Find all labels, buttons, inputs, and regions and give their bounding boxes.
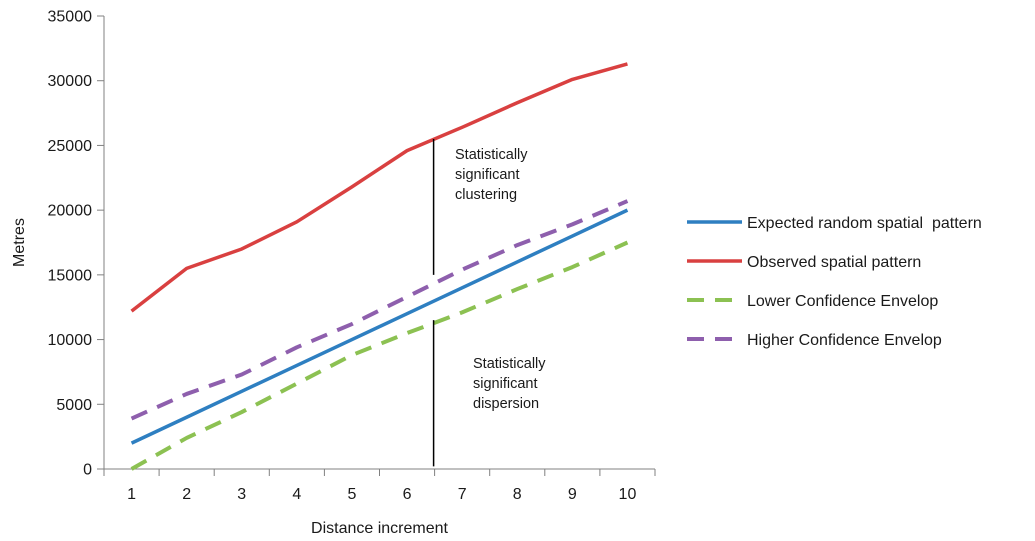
- x-tick-label: 3: [237, 486, 246, 503]
- legend-label-1: Observed spatial pattern: [747, 254, 921, 271]
- x-axis-title: Distance increment: [311, 520, 449, 537]
- annotation-dispersion-text: significant: [473, 376, 537, 392]
- x-tick-label: 7: [458, 486, 467, 503]
- series-layer: [130, 62, 629, 471]
- y-tick-label: 20000: [48, 203, 93, 220]
- x-tick-label: 6: [403, 486, 412, 503]
- annotation-layer: Statistically significant clustering Statis…: [432, 138, 546, 467]
- annotation-dispersion-text: Statistically: [473, 356, 546, 372]
- x-tick-label: 5: [347, 486, 356, 503]
- annotation-dispersion-text: dispersion: [473, 396, 539, 412]
- series-line-1: [130, 62, 628, 313]
- legend-label-2: Lower Confidence Envelop: [747, 293, 938, 310]
- x-tick-label: 1: [127, 486, 136, 503]
- x-tick-label: 2: [182, 486, 191, 503]
- y-axis-ticks: 0 5000 10000 15000 20000 25000 30000 35000: [48, 9, 104, 479]
- y-tick-label: 15000: [48, 267, 93, 284]
- series-line-2: [130, 240, 629, 471]
- plot-area: 0 5000 10000 15000 20000 25000 30000 35000 1 2 3 4…: [48, 9, 656, 503]
- legend-label-0: Expected random spatial pattern: [747, 215, 982, 232]
- y-tick-label: 0: [83, 462, 92, 479]
- y-tick-label: 35000: [48, 9, 93, 26]
- series-line-3: [130, 199, 629, 421]
- y-tick-label: 25000: [48, 138, 93, 155]
- annotation-clustering-text: clustering: [455, 187, 517, 203]
- y-tick-label: 10000: [48, 332, 93, 349]
- y-tick-label: 30000: [48, 73, 93, 90]
- legend-label-3: Higher Confidence Envelop: [747, 332, 942, 349]
- x-axis-ticks: 1 2 3 4 5 6 7 8 9 10: [103, 469, 656, 503]
- x-tick-label: 8: [513, 486, 522, 503]
- x-tick-label: 9: [568, 486, 577, 503]
- x-tick-label: 4: [292, 486, 301, 503]
- x-tick-label: 10: [619, 486, 637, 503]
- annotation-clustering-text: Statistically: [455, 147, 528, 163]
- annotation-clustering-text: significant: [455, 167, 519, 183]
- series-line-0: [130, 208, 629, 445]
- y-axis-title: Metres: [11, 218, 28, 267]
- y-tick-label: 5000: [56, 397, 92, 414]
- legend: Expected random spatial pattern Observed …: [687, 215, 982, 349]
